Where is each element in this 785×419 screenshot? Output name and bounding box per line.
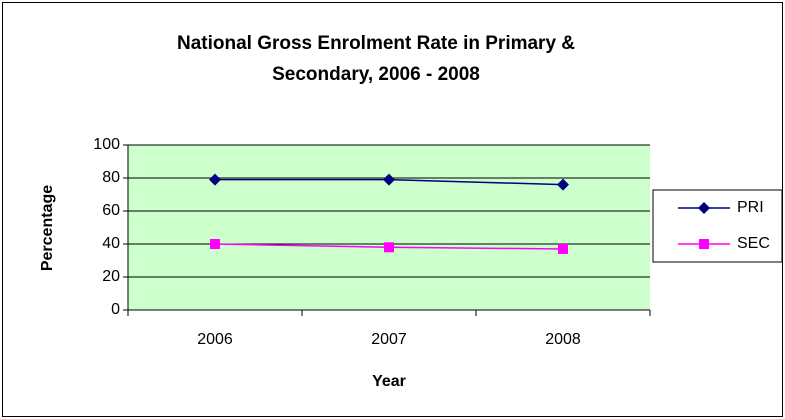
x-tick-label: 2006 (197, 331, 233, 348)
chart-title: National Gross Enrolment Rate in Primary… (176, 33, 576, 85)
y-tick-label: 0 (111, 301, 120, 318)
legend-label: SEC (737, 235, 770, 252)
x-tick-label: 2008 (545, 331, 581, 348)
y-tick-label: 20 (102, 268, 120, 285)
legend-marker (698, 202, 710, 214)
x-axis-label: Year (372, 373, 406, 390)
legend-marker (699, 239, 709, 249)
data-point (558, 243, 568, 254)
y-axis-label: Percentage (39, 185, 56, 271)
y-tick-label: 60 (102, 202, 120, 219)
x-tick-label: 2007 (371, 331, 407, 348)
data-point (384, 242, 394, 253)
y-tick-label: 100 (93, 136, 120, 153)
legend-label: PRI (737, 199, 764, 216)
y-tick-label: 40 (102, 235, 120, 252)
data-point (557, 178, 569, 191)
data-point (383, 173, 395, 186)
data-point (209, 173, 221, 186)
plot-area (128, 145, 650, 310)
y-tick-label: 80 (102, 169, 120, 186)
legend-box (652, 189, 783, 263)
data-point (210, 239, 220, 249)
